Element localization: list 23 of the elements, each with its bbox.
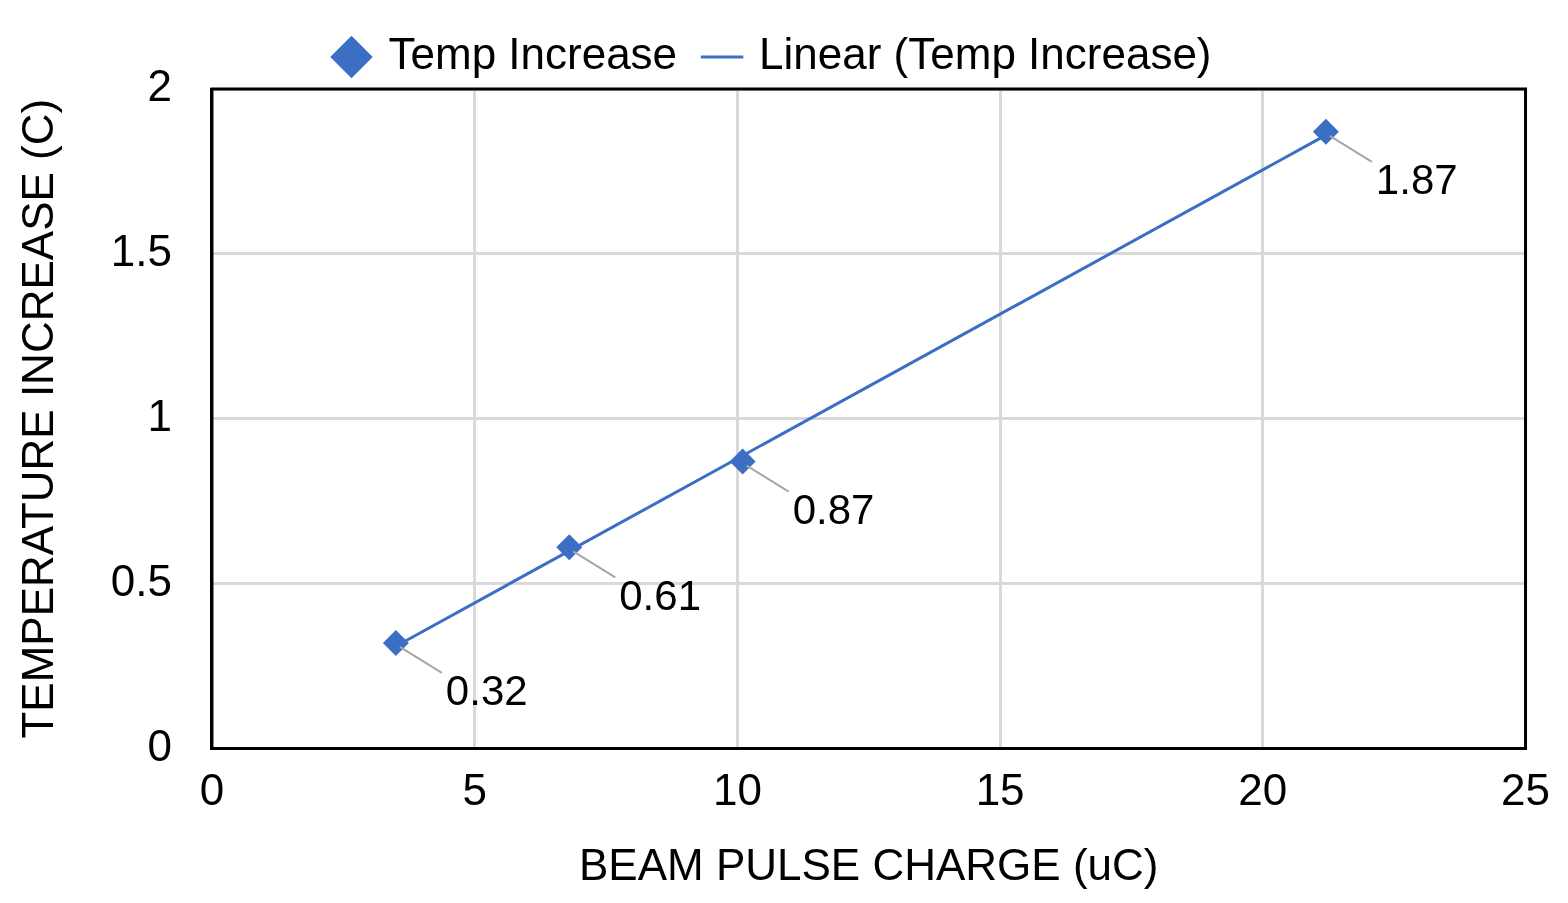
legend-label: Linear (Temp Increase): [759, 29, 1212, 79]
data-label: 1.87: [1375, 156, 1458, 204]
legend-label: Temp Increase: [388, 29, 678, 79]
data-label: 0.61: [619, 571, 702, 619]
x-tick-label: 15: [975, 764, 1025, 814]
y-tick-label: 1: [147, 390, 172, 440]
x-tick-label: 5: [462, 764, 487, 814]
y-tick-label: 0.5: [110, 555, 172, 605]
point: [556, 534, 583, 561]
point: [729, 448, 756, 475]
y-tick-label: 0: [147, 720, 172, 770]
x-tick-label: 0: [199, 764, 225, 814]
y-tick-label: 1.5: [110, 225, 172, 275]
x-tick-label: 20: [1238, 764, 1288, 814]
y-axis-title: TEMPERATURE INCREASE (C): [12, 98, 62, 739]
x-tick-label: 10: [712, 764, 762, 814]
x-tick-label: 25: [1501, 764, 1551, 814]
point: [1312, 118, 1339, 145]
x-axis-title: BEAM PULSE CHARGE (uC): [579, 839, 1159, 889]
data-label: 0.32: [445, 667, 528, 715]
data-label: 0.87: [792, 486, 875, 534]
y-tick-label: 2: [147, 61, 172, 111]
point: [382, 629, 409, 656]
